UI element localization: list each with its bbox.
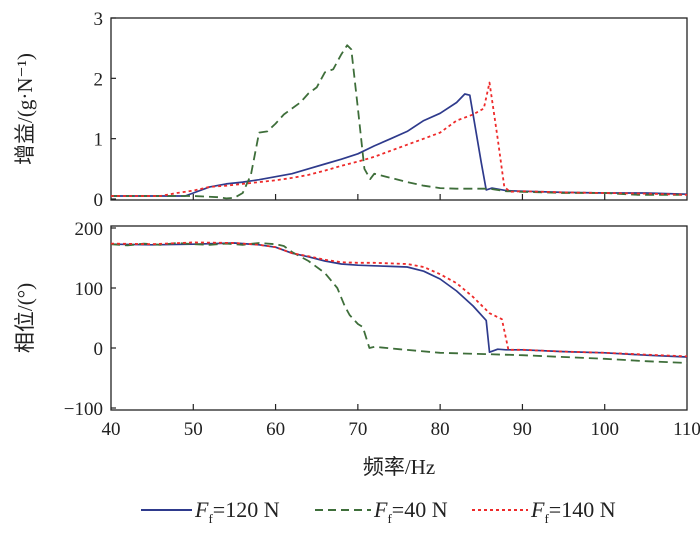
y-tick-label: 200	[75, 219, 104, 240]
legend-item-40N: Ff=40 N	[315, 497, 448, 526]
x-tick-label: 110	[673, 419, 700, 440]
phase-y-axis-label: 相位/(°)	[13, 283, 37, 353]
legend: Ff=120 N Ff=40 N Ff=140 N	[141, 497, 616, 526]
y-tick-label: 0	[94, 190, 104, 211]
y-tick-label: 1	[94, 130, 104, 151]
series-line-140N	[110, 241, 688, 358]
legend-label-rest: =140 N	[549, 497, 616, 522]
legend-label-sub: f	[544, 511, 549, 526]
gain-y-axis-label: 增益/(g·N⁻¹)	[13, 53, 37, 165]
legend-label-main: F	[530, 497, 545, 522]
y-tick-label: 2	[94, 69, 104, 90]
plot-frame	[110, 225, 688, 411]
gain-panel: 0 1 2 3	[94, 9, 688, 211]
y-tick-label: 3	[94, 9, 104, 30]
legend-label-rest: =120 N	[213, 497, 280, 522]
x-tick-label: 40	[102, 419, 121, 440]
legend-label-main: F	[194, 497, 209, 522]
x-axis-label: 频率/Hz	[363, 455, 435, 479]
x-tick-label: 90	[513, 419, 532, 440]
x-tick-label: 80	[431, 419, 450, 440]
legend-item-140N: Ff=140 N	[472, 497, 616, 526]
y-tick-label: 100	[75, 279, 104, 300]
svg-text:Ff=120 N: Ff=120 N	[194, 497, 280, 526]
series-line-120N	[110, 242, 688, 358]
svg-text:Ff=140 N: Ff=140 N	[530, 497, 616, 526]
legend-label-main: F	[373, 497, 388, 522]
legend-label-rest: =40 N	[392, 497, 448, 522]
legend-label-sub: f	[387, 511, 392, 526]
legend-item-120N: Ff=120 N	[141, 497, 280, 526]
x-tick-label: 60	[266, 419, 285, 440]
series-line-40N	[110, 242, 688, 364]
legend-label-sub: f	[208, 511, 213, 526]
phase-panel: −100 0 100 200 40 50 60 70 80 90 100 110	[64, 219, 700, 440]
x-tick-label: 100	[590, 419, 619, 440]
plot-frame	[110, 17, 688, 201]
x-tick-label: 50	[184, 419, 203, 440]
y-tick-label: −100	[64, 399, 103, 420]
series-line-40N	[111, 44, 687, 200]
series-line-140N	[111, 81, 688, 197]
x-tick-label: 70	[348, 419, 367, 440]
y-tick-label: 0	[94, 339, 104, 360]
svg-text:Ff=40 N: Ff=40 N	[373, 497, 448, 526]
